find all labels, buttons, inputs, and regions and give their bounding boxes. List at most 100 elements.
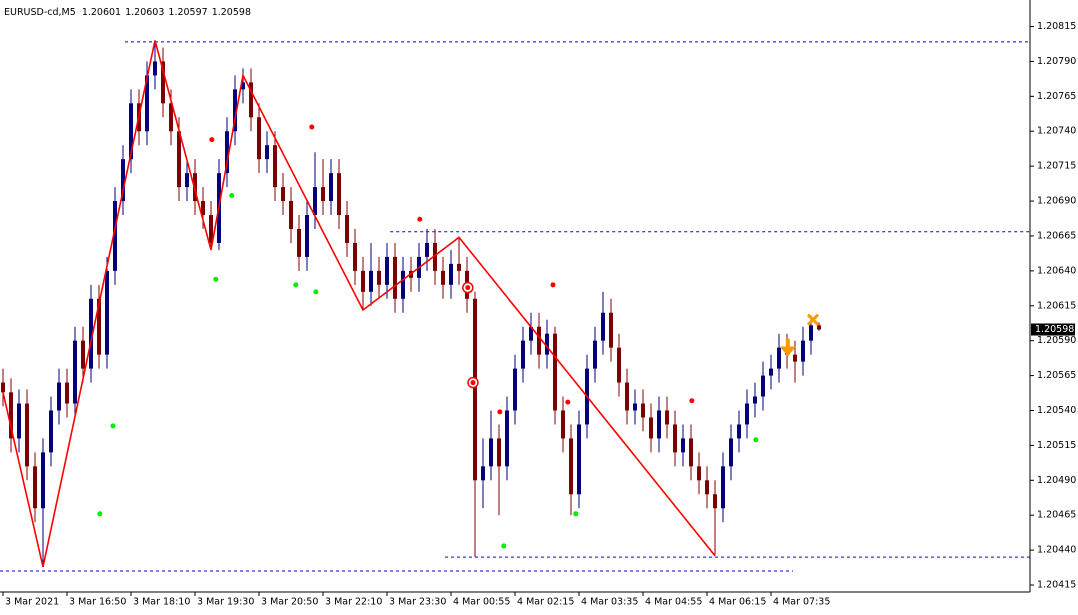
- signal-dot: [689, 398, 695, 404]
- target-center: [470, 380, 476, 386]
- candle-body: [489, 438, 493, 467]
- candle-body: [297, 228, 301, 257]
- candle-body: [257, 117, 261, 160]
- signal-dot: [209, 137, 215, 143]
- candle-body: [497, 438, 501, 467]
- candle-body: [441, 270, 445, 285]
- signal-dot: [417, 216, 423, 222]
- x-tick-label: 4 Mar 03:35: [581, 597, 638, 608]
- candle-body: [705, 480, 709, 495]
- candle-body: [689, 438, 693, 467]
- signal-arrow: [779, 338, 796, 357]
- candle-body: [561, 410, 565, 439]
- candle-body: [809, 325, 813, 341]
- candle-body: [665, 410, 669, 425]
- candle-body: [65, 382, 69, 404]
- candle-body: [729, 438, 733, 467]
- candle-body: [553, 333, 557, 411]
- x-tick-label: 3 Mar 18:10: [133, 597, 190, 608]
- candle-body: [609, 312, 613, 348]
- x-tick-label: 3 Mar 19:30: [197, 597, 254, 608]
- candle-body: [97, 298, 101, 355]
- x-tick-label: 3 Mar 20:50: [261, 597, 318, 608]
- candle-body: [601, 312, 605, 341]
- candle-body: [105, 270, 109, 355]
- signal-dot: [293, 282, 299, 288]
- header-close: 1.20598: [212, 7, 251, 18]
- candle-body: [161, 61, 165, 104]
- signal-dot: [97, 511, 103, 517]
- candle-body: [73, 340, 77, 404]
- plot-area: [0, 40, 1030, 572]
- y-tick-label: 1.20465: [1037, 510, 1076, 521]
- x-tick-label: 4 Mar 00:55: [453, 597, 510, 608]
- x-tick-label: 4 Mar 02:15: [517, 597, 574, 608]
- candle-body: [89, 298, 93, 369]
- candle-body: [337, 173, 341, 216]
- y-tick-label: 1.20540: [1037, 405, 1076, 416]
- candle-body: [177, 131, 181, 188]
- signal-dot: [753, 437, 759, 443]
- candle-body: [345, 215, 349, 243]
- header-open: 1.20601: [82, 7, 121, 18]
- candle-body: [81, 340, 85, 369]
- y-tick-label: 1.20440: [1037, 545, 1076, 556]
- candle-body: [449, 263, 453, 285]
- y-tick-label: 1.20765: [1037, 91, 1076, 102]
- signal-cross: [806, 313, 820, 326]
- candle-body: [681, 438, 685, 453]
- candle-body: [313, 187, 317, 216]
- y-tick-label: 1.20665: [1037, 230, 1076, 241]
- candle-body: [129, 103, 133, 160]
- candle-body: [713, 494, 717, 509]
- candle-body: [385, 256, 389, 285]
- y-tick-label: 1.20415: [1037, 580, 1076, 591]
- x-tick-label: 4 Mar 07:35: [773, 597, 830, 608]
- signal-dot: [110, 423, 116, 429]
- candle-body: [521, 340, 525, 369]
- candle-body: [369, 270, 373, 292]
- candle-body: [241, 82, 245, 90]
- candle-body: [57, 382, 61, 411]
- candle-body: [737, 424, 741, 439]
- candle-body: [113, 201, 117, 271]
- candle-body: [793, 354, 797, 362]
- candle-body: [49, 410, 53, 453]
- candle-body: [617, 347, 621, 383]
- candle-body: [169, 103, 173, 132]
- y-tick-label: 1.20590: [1037, 335, 1076, 346]
- candle-body: [273, 145, 277, 188]
- candle-body: [361, 270, 365, 292]
- x-tick-label: 3 Mar 22:10: [325, 597, 382, 608]
- header-high: 1.20603: [125, 7, 164, 18]
- signal-dot: [229, 192, 235, 198]
- y-tick-label: 1.20690: [1037, 196, 1076, 207]
- candle-body: [393, 256, 397, 299]
- candle-body: [121, 159, 125, 202]
- candle-body: [657, 410, 661, 439]
- chart-header: EURUSD-cd,M5 1.20601 1.20603 1.20597 1.20598: [4, 7, 251, 18]
- signal-dot: [565, 399, 571, 405]
- target-center: [465, 285, 471, 291]
- candle-body: [545, 333, 549, 355]
- candle-body: [17, 403, 21, 439]
- candle-body: [321, 187, 325, 202]
- y-tick-label: 1.20615: [1037, 300, 1076, 311]
- candle-body: [25, 403, 29, 467]
- candle-body: [473, 298, 477, 481]
- candle-body: [641, 403, 645, 418]
- candle-body: [289, 201, 293, 229]
- candle-body: [353, 242, 357, 271]
- symbol: EURUSD-cd,M5: [4, 7, 76, 18]
- candle-body: [201, 201, 205, 216]
- candle-body: [33, 466, 37, 509]
- y-tick-label: 1.20740: [1037, 126, 1076, 137]
- candle-body: [41, 452, 45, 509]
- y-tick-label: 1.20515: [1037, 440, 1076, 451]
- candle-body: [753, 396, 757, 404]
- candle-body: [209, 215, 213, 243]
- candle-body: [633, 403, 637, 411]
- candle-body: [529, 326, 533, 341]
- x-tick-label: 4 Mar 04:55: [645, 597, 702, 608]
